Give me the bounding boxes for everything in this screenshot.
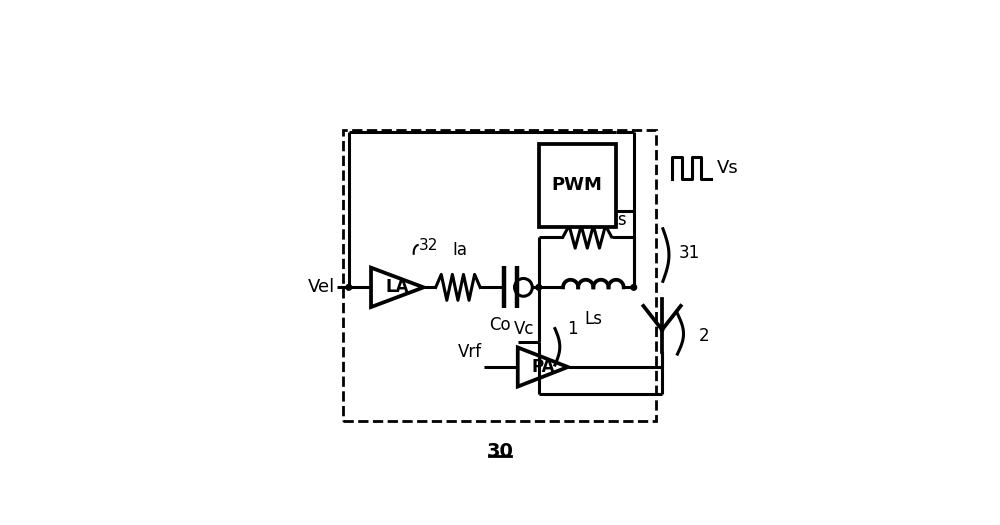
Text: PWM: PWM <box>552 176 603 194</box>
Text: PA: PA <box>531 358 555 376</box>
Text: 30: 30 <box>487 443 514 461</box>
Text: 32: 32 <box>419 238 438 253</box>
Text: Ia: Ia <box>452 241 467 259</box>
Text: Co: Co <box>490 316 511 334</box>
Circle shape <box>536 285 542 290</box>
Text: Vs: Vs <box>717 159 739 177</box>
Text: Is: Is <box>614 211 627 229</box>
Text: 2: 2 <box>698 327 709 345</box>
Bar <box>343 130 656 421</box>
Text: 1: 1 <box>567 320 578 338</box>
Text: Vrf: Vrf <box>458 343 482 361</box>
Text: Ls: Ls <box>584 310 602 328</box>
Text: Vel: Vel <box>307 278 335 296</box>
Text: 31: 31 <box>678 244 699 262</box>
Bar <box>539 144 616 227</box>
Circle shape <box>631 285 637 290</box>
Text: Vc: Vc <box>514 320 535 338</box>
Text: LA: LA <box>386 278 409 296</box>
Circle shape <box>346 285 352 290</box>
